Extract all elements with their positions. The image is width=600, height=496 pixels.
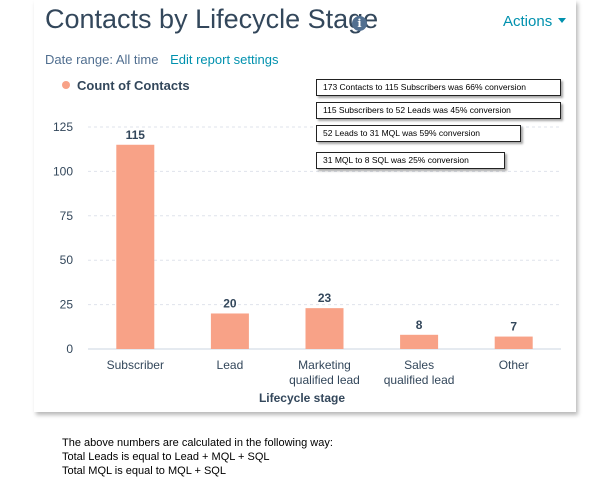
- x-axis-title: Lifecycle stage: [259, 391, 345, 405]
- x-tick-label: Lead: [217, 358, 244, 372]
- actions-dropdown[interactable]: Actions: [503, 13, 567, 30]
- y-tick-label: 25: [60, 298, 74, 312]
- footer-line: The above numbers are calculated in the …: [62, 437, 333, 449]
- bar: [400, 334, 439, 349]
- date-range-label: Date range:: [45, 52, 113, 67]
- conversion-note-1: 173 Contacts to 115 Subscribers was 66% …: [316, 79, 561, 96]
- legend-label: Count of Contacts: [77, 78, 190, 93]
- data-label: 8: [416, 318, 423, 332]
- bar: [494, 336, 533, 349]
- y-tick-label: 100: [53, 164, 73, 178]
- x-tick-label: qualified lead: [384, 373, 455, 387]
- y-tick-label: 125: [53, 120, 73, 134]
- x-tick-label: Subscriber: [107, 358, 164, 372]
- bar-chart: 0 25 50 75 100 125 115 Subscriber 20 Lead 23 Market…: [53, 120, 561, 405]
- footer-line: Total Leads is equal to Lead + MQL + SQL: [62, 451, 270, 463]
- y-tick-label: 75: [60, 209, 74, 223]
- bar: [116, 144, 155, 349]
- conversion-note-4: 31 MQL to 8 SQL was 25% conversion: [316, 152, 505, 169]
- conversion-note-2: 115 Subscribers to 52 Leads was 45% conv…: [316, 102, 561, 119]
- y-tick-label: 0: [66, 342, 73, 356]
- x-tick-label: Marketing: [298, 358, 351, 372]
- conversion-note-3: 52 Leads to 31 MQL was 59% conversion: [316, 125, 521, 142]
- footer-notes: The above numbers are calculated in the …: [62, 436, 333, 478]
- data-label: 7: [510, 320, 517, 334]
- data-label: 20: [223, 296, 237, 310]
- bar: [210, 313, 249, 349]
- chart-legend[interactable]: Count of Contacts: [62, 78, 190, 93]
- legend-dot-icon: [62, 81, 70, 89]
- x-tick-label: Other: [499, 358, 529, 372]
- date-range-row: Date range: All time Edit report setting…: [45, 52, 278, 67]
- footer-line: Total MQL is equal to MQL + SQL: [62, 465, 226, 477]
- caret-down-icon: [558, 18, 567, 23]
- x-tick-label: Sales: [404, 358, 434, 372]
- bar: [305, 308, 344, 349]
- report-card: Contacts by Lifecycle Stage i Actions Da…: [34, 0, 576, 412]
- x-tick-label: qualified lead: [289, 373, 360, 387]
- data-label: 115: [126, 128, 146, 142]
- report-title: Contacts by Lifecycle Stage: [45, 4, 379, 34]
- actions-label: Actions: [503, 13, 553, 30]
- edit-report-settings-link[interactable]: Edit report settings: [170, 52, 279, 67]
- info-icon[interactable]: i: [352, 16, 367, 31]
- y-tick-label: 50: [60, 253, 74, 267]
- data-label: 23: [318, 291, 332, 305]
- date-range-value: All time: [115, 52, 159, 67]
